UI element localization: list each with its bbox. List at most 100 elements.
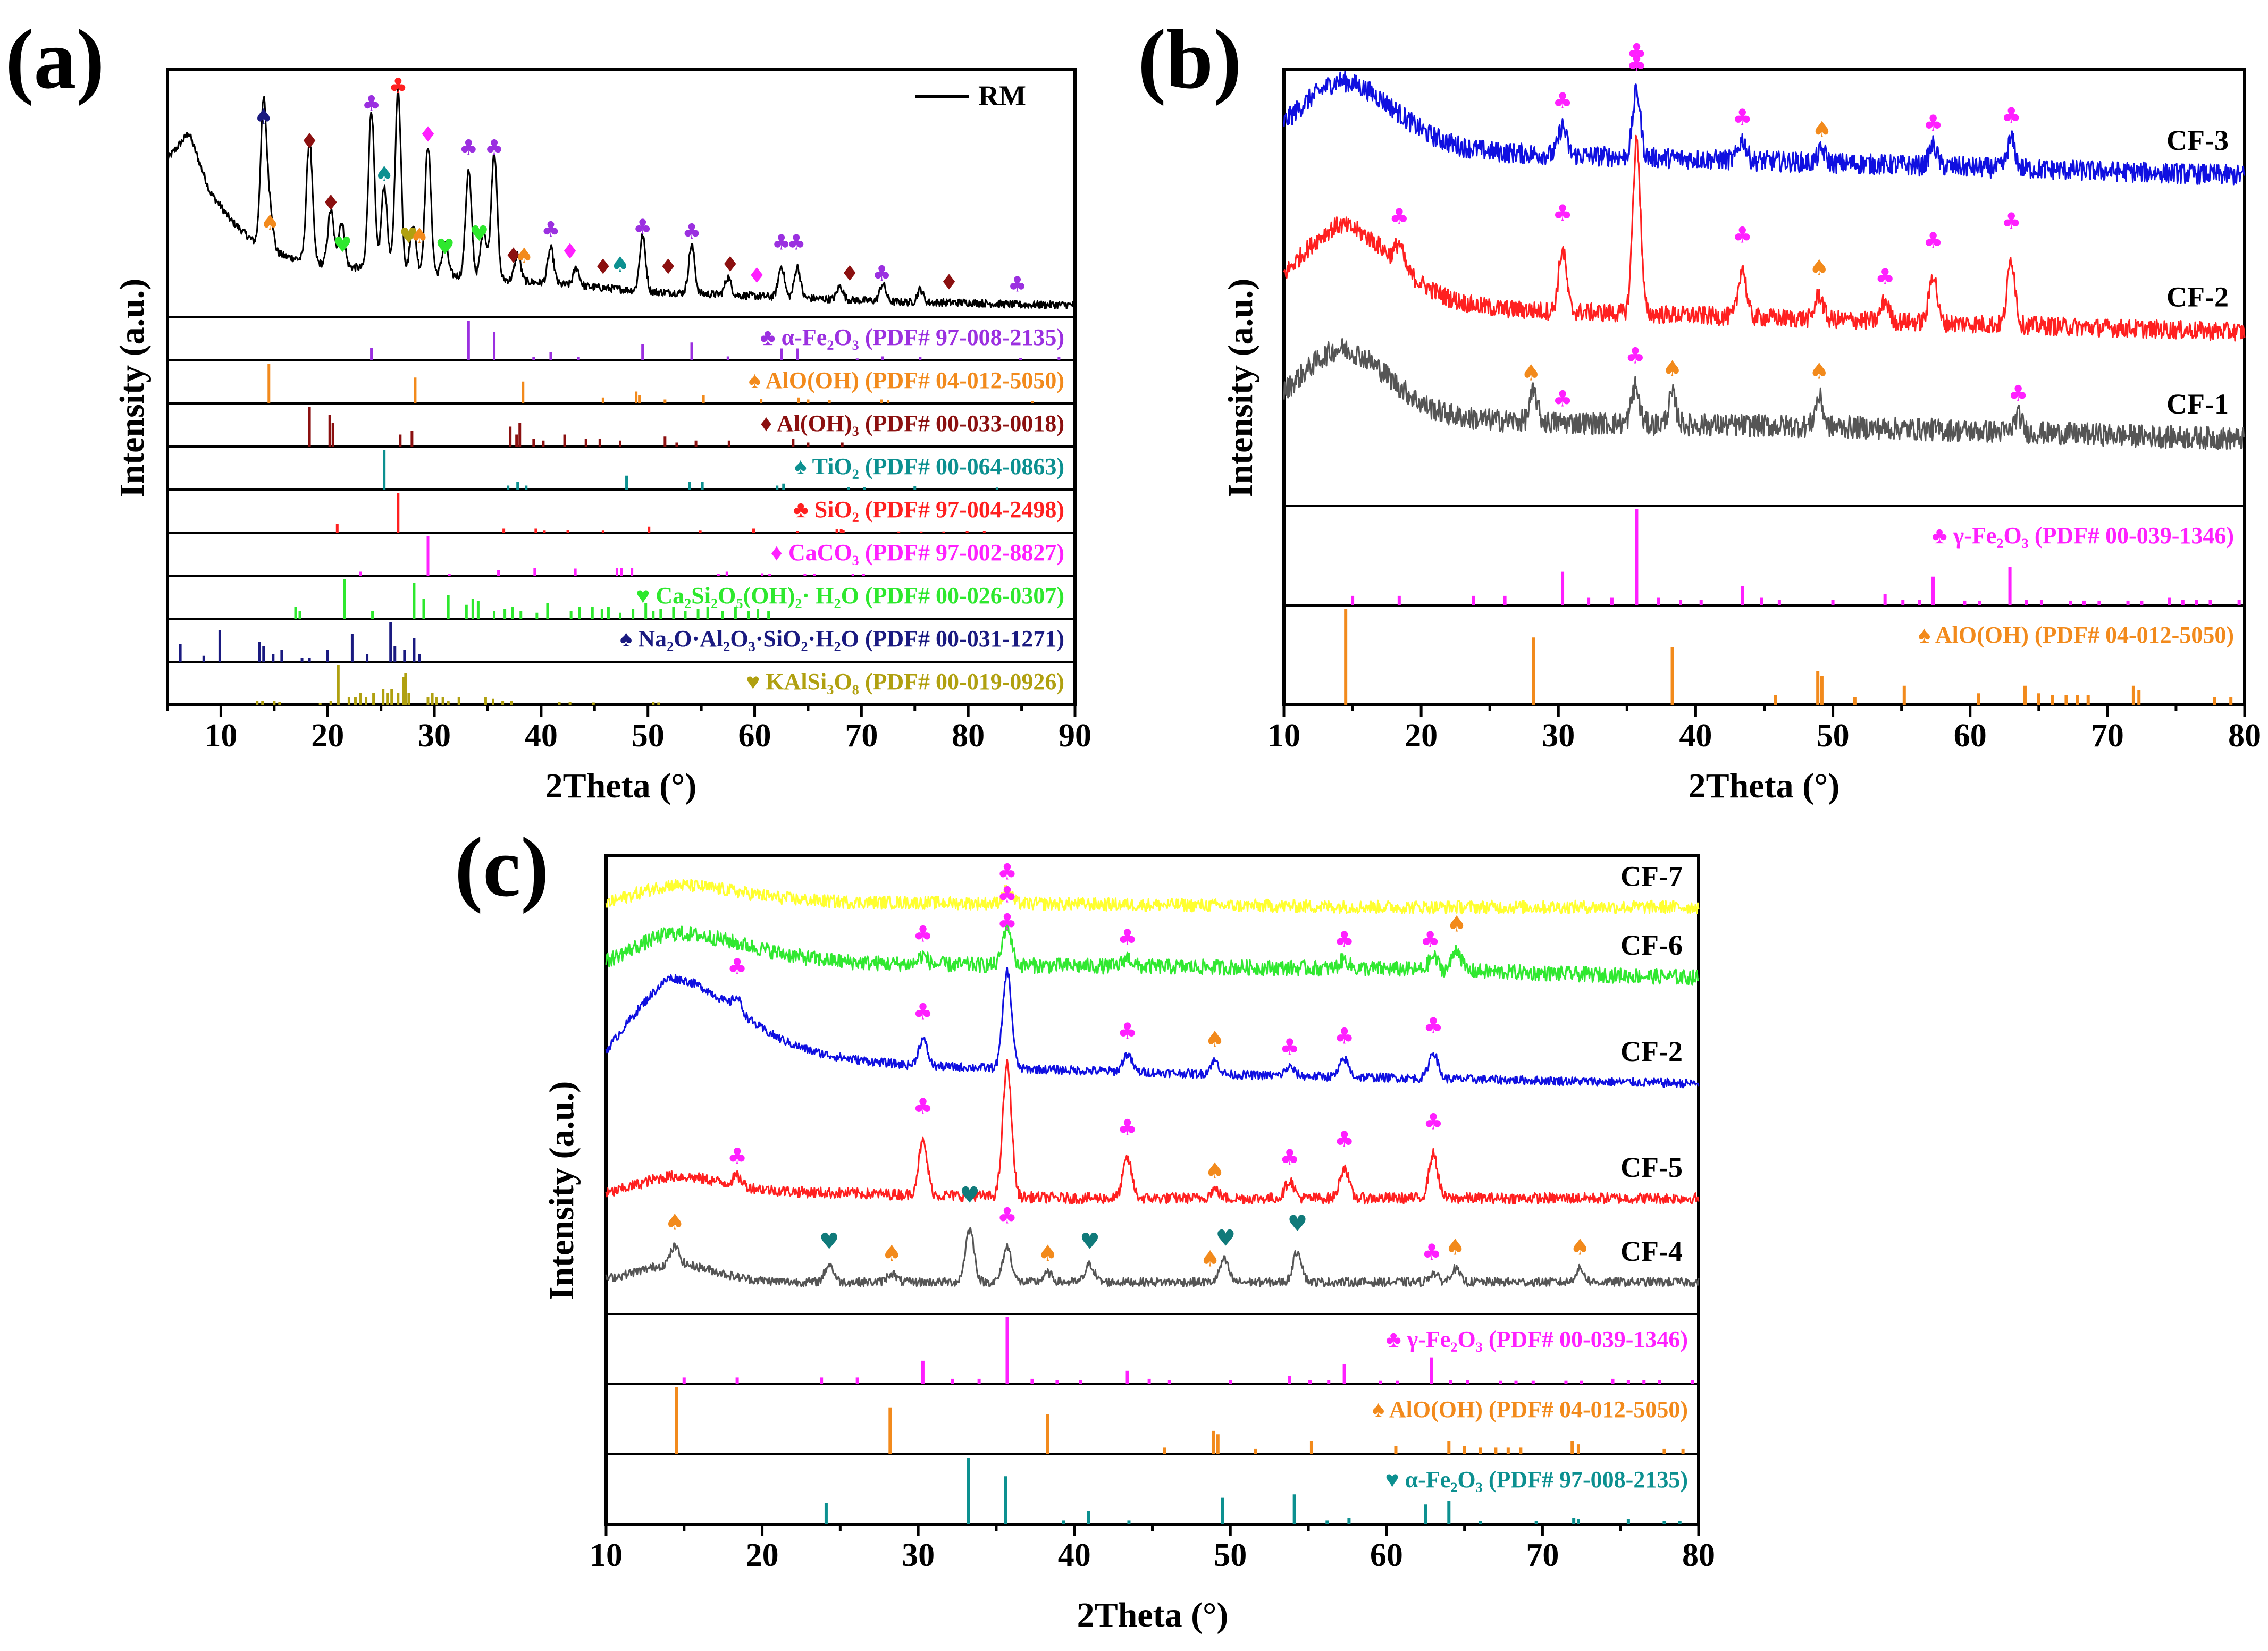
phase-marker: ♠ (410, 224, 429, 248)
ref-label: ♠ TiO₂ (PDF# 00-064-0863) (794, 453, 1064, 479)
phase-marker: ♣ (913, 1093, 933, 1119)
x-tick-label: 80 (2228, 718, 2261, 754)
phase-marker: ♥ (1080, 1228, 1100, 1254)
phase-marker: ♦ (418, 122, 438, 147)
x-tick-label: 90 (1059, 718, 1091, 754)
ref-label: ♣ α-Fe₂O₃ (PDF# 97-008-2135) (760, 324, 1064, 350)
phase-marker: ♣ (772, 231, 791, 255)
phase-marker: ♣ (1923, 110, 1943, 136)
phase-marker: ♦ (504, 244, 523, 268)
phase-marker: ♦ (747, 264, 767, 288)
x-tick-label: 50 (632, 718, 665, 754)
x-tick-label: 40 (525, 718, 558, 754)
panel-b-xlabel: 2Theta (°) (1689, 766, 1840, 805)
phase-marker: ♠ (1570, 1234, 1590, 1260)
phase-marker: ♦ (593, 255, 612, 279)
phase-marker: ♦ (300, 129, 319, 154)
phase-marker: ♣ (1627, 38, 1647, 64)
phase-marker: ♣ (1118, 1115, 1138, 1141)
phase-marker: ♣ (1280, 1034, 1300, 1060)
phase-marker: ♥ (960, 1182, 980, 1208)
ref-label: ♠ AlO(OH) (PDF# 04-012-5050) (749, 367, 1064, 393)
panel-letter-c: (c) (455, 820, 549, 914)
panel-c: (c) ♣ γ-Fe₂O₃ (PDF# 00-039-1346) ♠ AlO(OH… (455, 820, 1715, 1635)
legend-label-rm: RM (978, 80, 1026, 112)
phase-marker: ♣ (1552, 386, 1573, 412)
phase-marker: ♦ (720, 252, 740, 277)
phase-marker: ♣ (389, 74, 408, 98)
phase-marker: ♠ (1809, 358, 1829, 384)
x-tick-label: 20 (311, 718, 344, 754)
series-line-cf-4 (605, 1227, 1700, 1287)
phase-marker: ♣ (541, 217, 560, 242)
x-tick-label: 80 (1682, 1537, 1715, 1573)
series-label-cf-2: CF-2 (1620, 1035, 1683, 1067)
x-tick-label: 60 (738, 718, 771, 754)
ref-label: ♥ Ca₂Si₂O₅(OH)₂· H₂O (PDF# 00-026-0307) (636, 583, 1064, 609)
phase-marker: ♣ (1118, 924, 1138, 950)
panel-b-ylabel: Intensity (a.u.) (1221, 279, 1260, 498)
x-tick-label: 10 (1267, 718, 1300, 754)
x-tick-label: 40 (1679, 718, 1712, 754)
phase-marker: ♣ (1118, 1018, 1138, 1044)
phase-marker: ♣ (2008, 381, 2028, 407)
phase-marker: ♣ (1627, 50, 1647, 77)
phase-marker: ♠ (254, 105, 273, 129)
x-tick-label: 30 (418, 718, 451, 754)
x-tick-label: 10 (204, 718, 237, 754)
phase-marker: ♣ (2001, 208, 2021, 234)
ref-label: ♠ AlO(OH) (PDF# 04-012-5050) (1918, 622, 2234, 648)
panel-letter-b: (b) (1138, 12, 1242, 106)
phase-marker: ♣ (997, 909, 1018, 935)
phase-marker: ♣ (1923, 228, 1943, 254)
series-line-cf-2 (605, 967, 1700, 1089)
phase-marker: ♣ (1732, 222, 1752, 248)
phase-marker: ♦ (560, 239, 579, 264)
phase-marker: ♣ (1280, 1144, 1300, 1170)
phase-marker: ♣ (727, 1143, 747, 1169)
phase-marker: ♣ (787, 231, 806, 255)
phase-marker: ♥ (399, 224, 418, 248)
phase-marker: ♠ (1445, 1234, 1465, 1260)
phase-marker: ♠ (375, 162, 394, 187)
x-tick-label: 40 (1058, 1537, 1091, 1573)
phase-marker: ♣ (1422, 1239, 1442, 1265)
phase-marker: ♠ (515, 244, 534, 268)
phase-marker: ♠ (1447, 911, 1467, 937)
phase-marker: ♣ (997, 881, 1018, 907)
series-label-cf-4: CF-4 (1620, 1235, 1683, 1267)
ref-label: ♥ KAlSi₃O₈ (PDF# 00-019-0926) (746, 669, 1064, 695)
panel-b: (b) ♣ γ-Fe₂O₃ (PDF# 00-039-1346) ♠ AlO(OH… (1138, 12, 2261, 805)
phase-marker: ♣ (362, 91, 381, 116)
phase-marker: ♣ (997, 1203, 1018, 1229)
ref-label: ♥ α-Fe₂O₃ (PDF# 97-008-2135) (1385, 1467, 1689, 1493)
phase-marker: ♦ (659, 255, 678, 279)
phase-marker: ♣ (485, 136, 504, 160)
ref-label: ♠ AlO(OH) (PDF# 04-012-5050) (1372, 1396, 1688, 1422)
x-tick-label: 50 (1817, 718, 1850, 754)
phase-marker: ♣ (1420, 926, 1440, 953)
series-label-cf-6: CF-6 (1620, 929, 1683, 961)
phase-marker: ♥ (435, 235, 455, 259)
x-tick-label: 70 (2091, 718, 2124, 754)
panel-c-xlabel: 2Theta (°) (1077, 1596, 1229, 1635)
panel-a-legend: RM (915, 80, 1026, 112)
phase-marker: ♣ (872, 262, 892, 286)
x-tick-label: 20 (1405, 718, 1438, 754)
series-line-rm (166, 88, 1076, 310)
series-line-cf-2 (1283, 134, 2246, 342)
series-line-cf-5 (605, 1058, 1700, 1205)
series-line-cf-3 (1283, 71, 2246, 186)
series-label-cf-2: CF-2 (2166, 281, 2229, 313)
phase-marker: ♣ (682, 220, 701, 244)
x-tick-label: 60 (1954, 718, 1987, 754)
ref-label: ♦ CaCO₃ (PDF# 97-002-8827) (770, 540, 1064, 566)
phase-marker: ♣ (997, 858, 1018, 885)
phase-marker: ♣ (1423, 1109, 1443, 1135)
phase-marker: ♦ (939, 270, 959, 294)
phase-marker: ♣ (1334, 1023, 1355, 1049)
panel-a-xlabel: 2Theta (°) (545, 766, 697, 805)
phase-marker: ♣ (1552, 200, 1573, 226)
x-tick-label: 60 (1370, 1537, 1403, 1573)
